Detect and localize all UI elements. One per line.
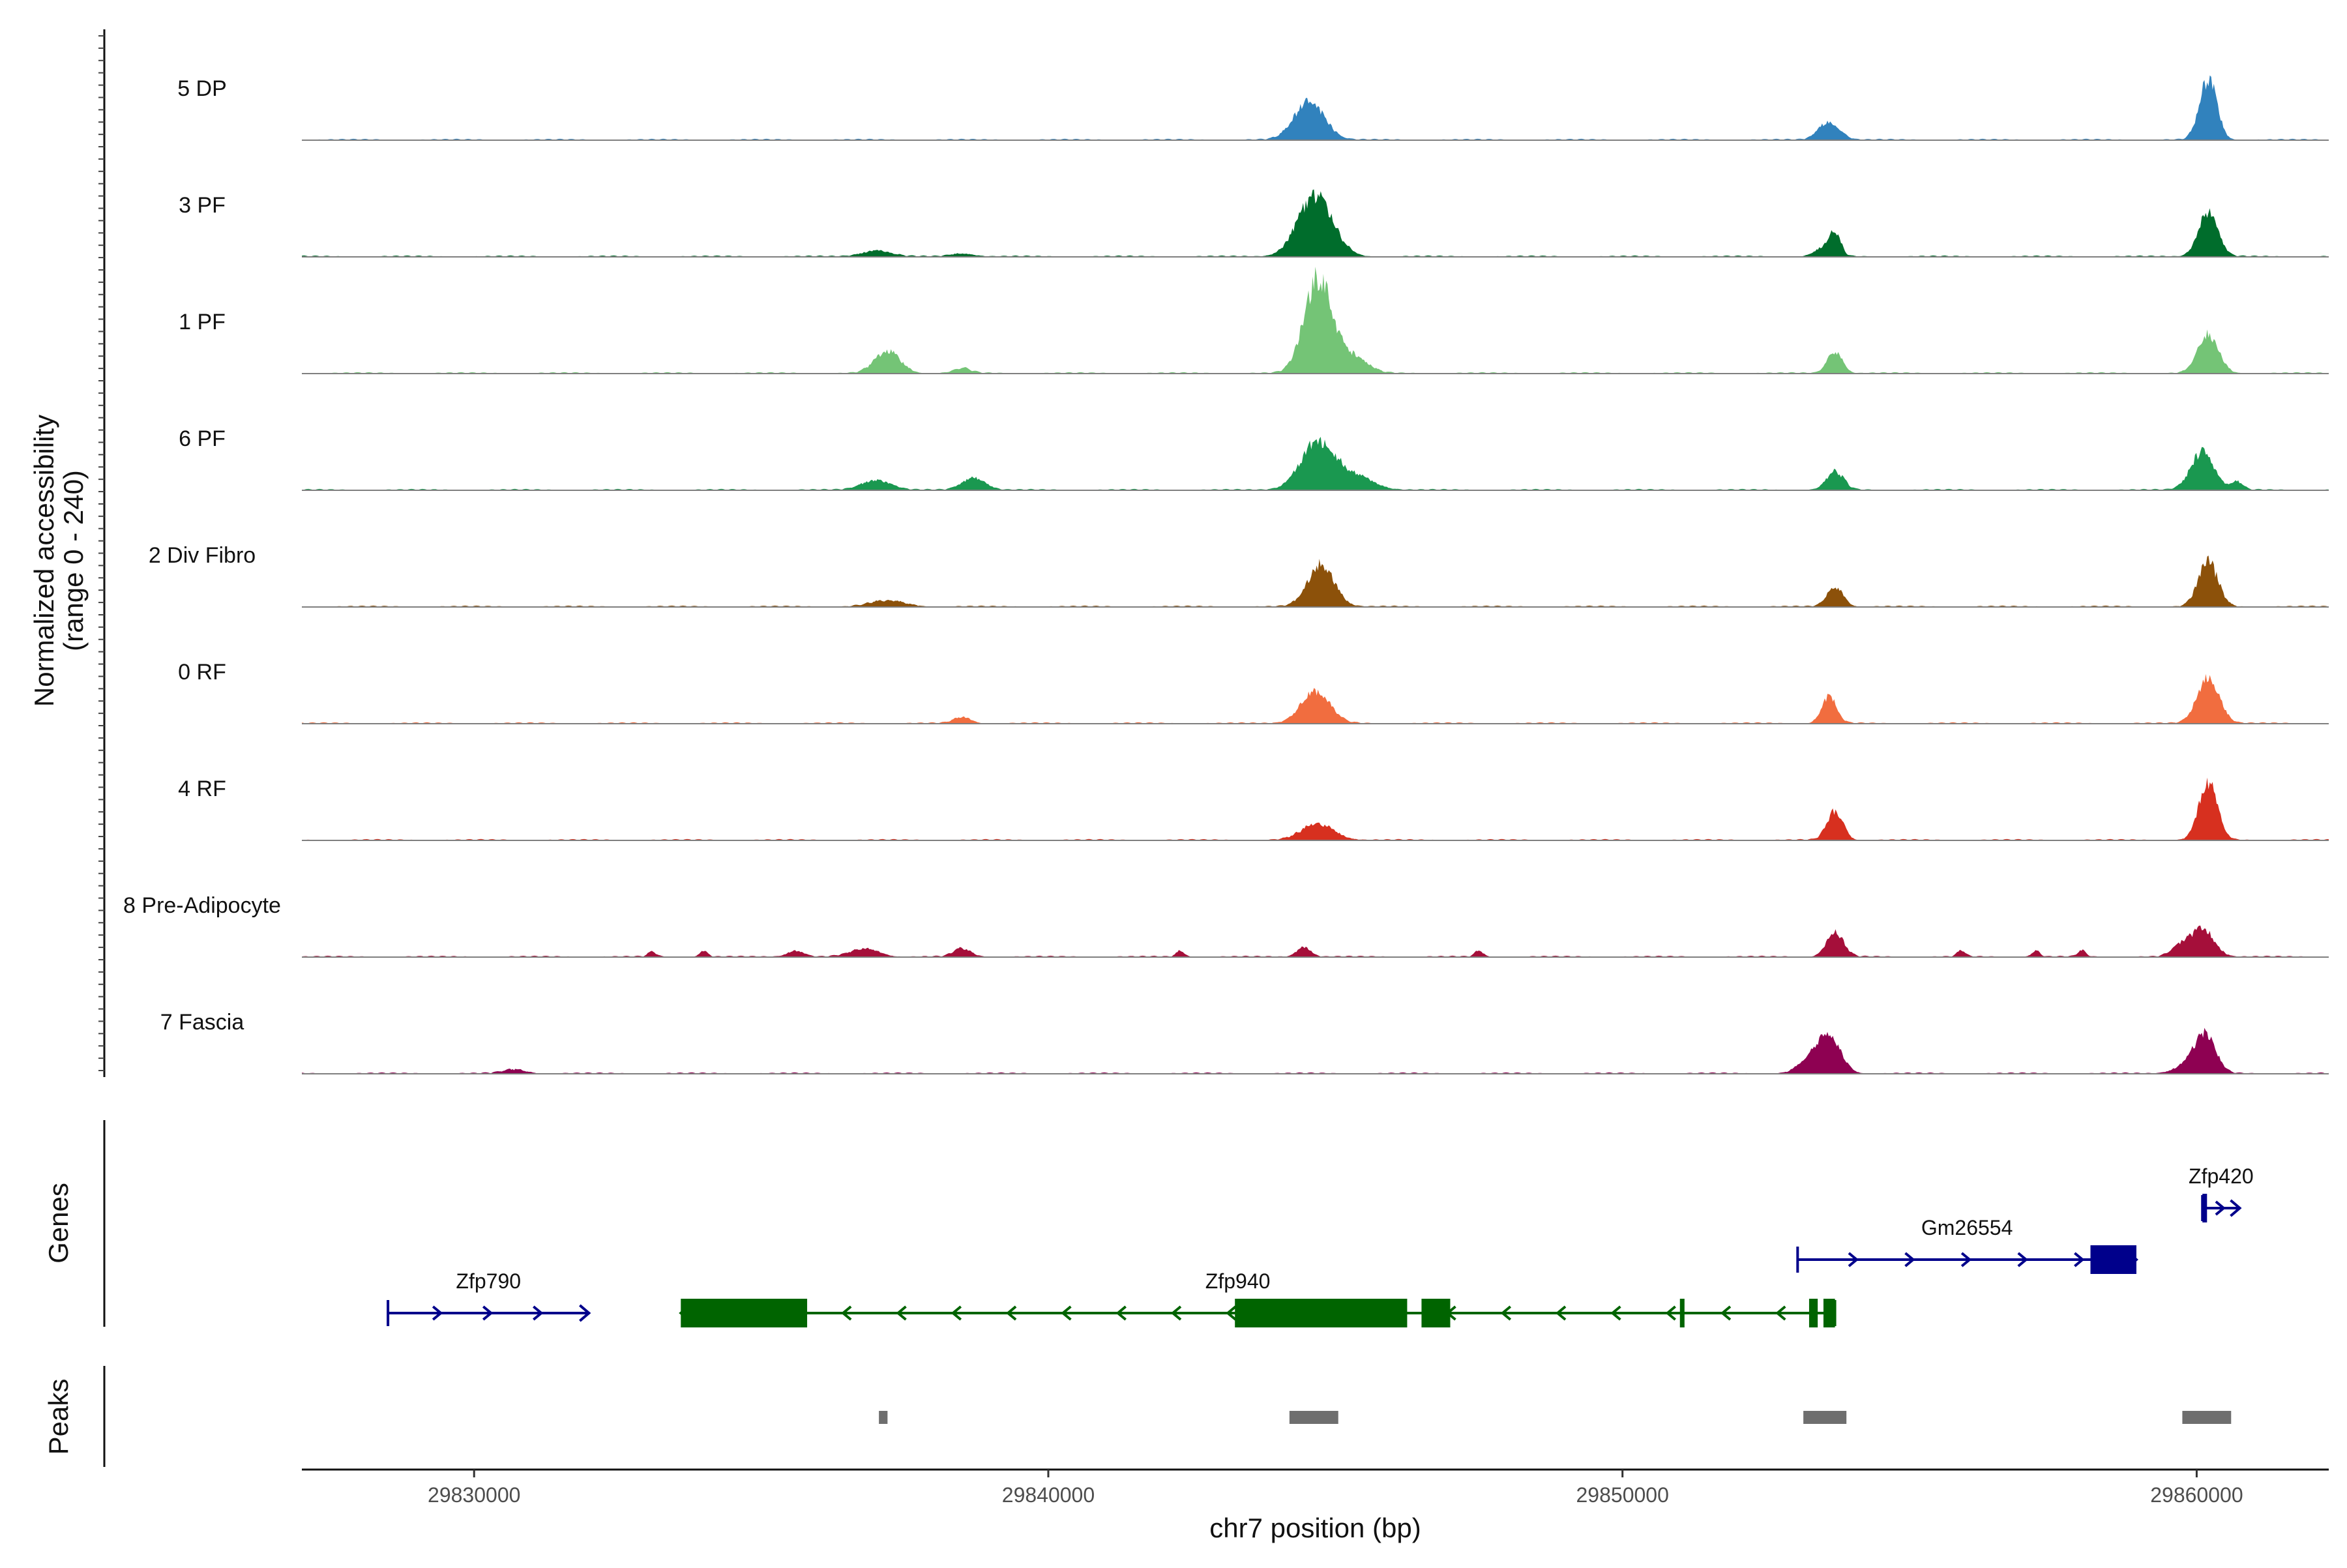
exon [2090, 1245, 2136, 1274]
coverage-area [302, 777, 2329, 840]
x-axis-title: chr7 position (bp) [1209, 1513, 1421, 1543]
gene-end-arrow [579, 1304, 591, 1322]
gene-annotations: Zfp790 Zfp940 Gm26554 Zfp420 [387, 1164, 2254, 1327]
exon [1235, 1299, 1408, 1327]
strand-chevron [1500, 1305, 1512, 1321]
exon [1679, 1299, 1685, 1327]
strand-chevron [1115, 1305, 1127, 1321]
peaks-panel-title: Peaks [43, 1379, 74, 1455]
gene: Zfp420 [2189, 1164, 2254, 1222]
gene-label: Zfp420 [2189, 1164, 2254, 1188]
exon [681, 1299, 808, 1327]
x-axis: 29830000 29840000 29850000 29860000 [302, 1468, 2329, 1507]
strand-chevron [1170, 1305, 1182, 1321]
track-label: 4 RF [178, 777, 226, 801]
strand-chevron [1720, 1305, 1732, 1321]
gene-label: Zfp790 [456, 1269, 521, 1293]
x-tick-label: 29850000 [1576, 1483, 1669, 1507]
strand-chevron [432, 1305, 443, 1321]
coverage-area [302, 267, 2329, 374]
coverage-track: 7 Fascia [160, 1010, 2329, 1074]
gene-end-arrow [2230, 1199, 2242, 1217]
gene-label: Zfp940 [1205, 1269, 1271, 1293]
coverage-area [302, 75, 2329, 140]
coverage-track: 5 DP [177, 75, 2329, 141]
coverage-track: 3 PF [179, 189, 2329, 258]
track-label: 3 PF [179, 193, 226, 218]
coverage-area [302, 925, 2329, 957]
gene: Zfp790 [387, 1269, 591, 1326]
track-label: 0 RF [178, 660, 226, 685]
strand-chevron [841, 1305, 852, 1321]
strand-chevron [1960, 1252, 1972, 1267]
x-tick-label: 29860000 [2150, 1483, 2243, 1507]
strand-chevron [951, 1305, 962, 1321]
coverage-area [302, 555, 2329, 607]
coverage-area [302, 189, 2329, 257]
strand-chevron [1061, 1305, 1072, 1321]
y-axis [98, 29, 106, 1077]
gene: Gm26554 [1796, 1216, 2139, 1274]
strand-chevron [2017, 1252, 2028, 1267]
coverage-track: 8 Pre-Adipocyte [123, 893, 2329, 958]
strand-chevron [2074, 1252, 2085, 1267]
strand-chevron [1665, 1305, 1676, 1321]
exon [1823, 1299, 1835, 1327]
strand-chevron [1005, 1305, 1017, 1321]
track-label: 1 PF [179, 310, 226, 334]
exon [2202, 1194, 2207, 1222]
strand-chevron [1610, 1305, 1621, 1321]
peak-region [1289, 1411, 1338, 1424]
x-tick-label: 29840000 [1002, 1483, 1095, 1507]
strand-chevron [2215, 1200, 2226, 1216]
peak-region [879, 1411, 888, 1424]
coverage-track: 6 PF [179, 426, 2329, 491]
exon [1421, 1299, 1451, 1327]
gene: Zfp940 [679, 1269, 1837, 1327]
coverage-track: 2 Div Fibro [149, 543, 2329, 608]
strand-chevron [1555, 1305, 1567, 1321]
coverage-track: 0 RF [178, 660, 2329, 724]
gene-label: Gm26554 [1921, 1216, 2013, 1239]
track-label: 2 Div Fibro [149, 543, 256, 568]
coverage-tracks: 5 DP 3 PF 1 PF 6 PF 2 Div Fibro 0 RF 4 RF 8 Pre… [123, 75, 2329, 1074]
genes-panel-title: Genes [43, 1183, 74, 1264]
peak-region [1803, 1411, 1847, 1424]
track-label: 7 Fascia [160, 1010, 244, 1035]
track-label: 6 PF [179, 426, 226, 451]
coverage-track: 4 RF [178, 777, 2329, 841]
y-axis-title-line2: (range 0 - 240) [58, 470, 89, 651]
coverage-track: 1 PF [179, 267, 2329, 374]
track-label: 5 DP [177, 76, 227, 101]
coverage-area [302, 1028, 2329, 1074]
strand-chevron [1848, 1252, 1859, 1267]
strand-chevron [896, 1305, 907, 1321]
peak-regions [879, 1411, 2232, 1424]
strand-chevron [1775, 1305, 1786, 1321]
peak-region [2182, 1411, 2232, 1424]
track-label: 8 Pre-Adipocyte [123, 893, 281, 918]
x-tick-label: 29830000 [428, 1483, 520, 1507]
y-axis-title-line1: Normalized accessibility [29, 415, 59, 707]
coverage-area [302, 437, 2329, 490]
coverage-area [302, 673, 2329, 724]
strand-chevron [1904, 1252, 1915, 1267]
strand-chevron [1226, 1305, 1237, 1321]
exon [1808, 1299, 1818, 1327]
strand-chevron [533, 1305, 544, 1321]
strand-chevron [482, 1305, 494, 1321]
